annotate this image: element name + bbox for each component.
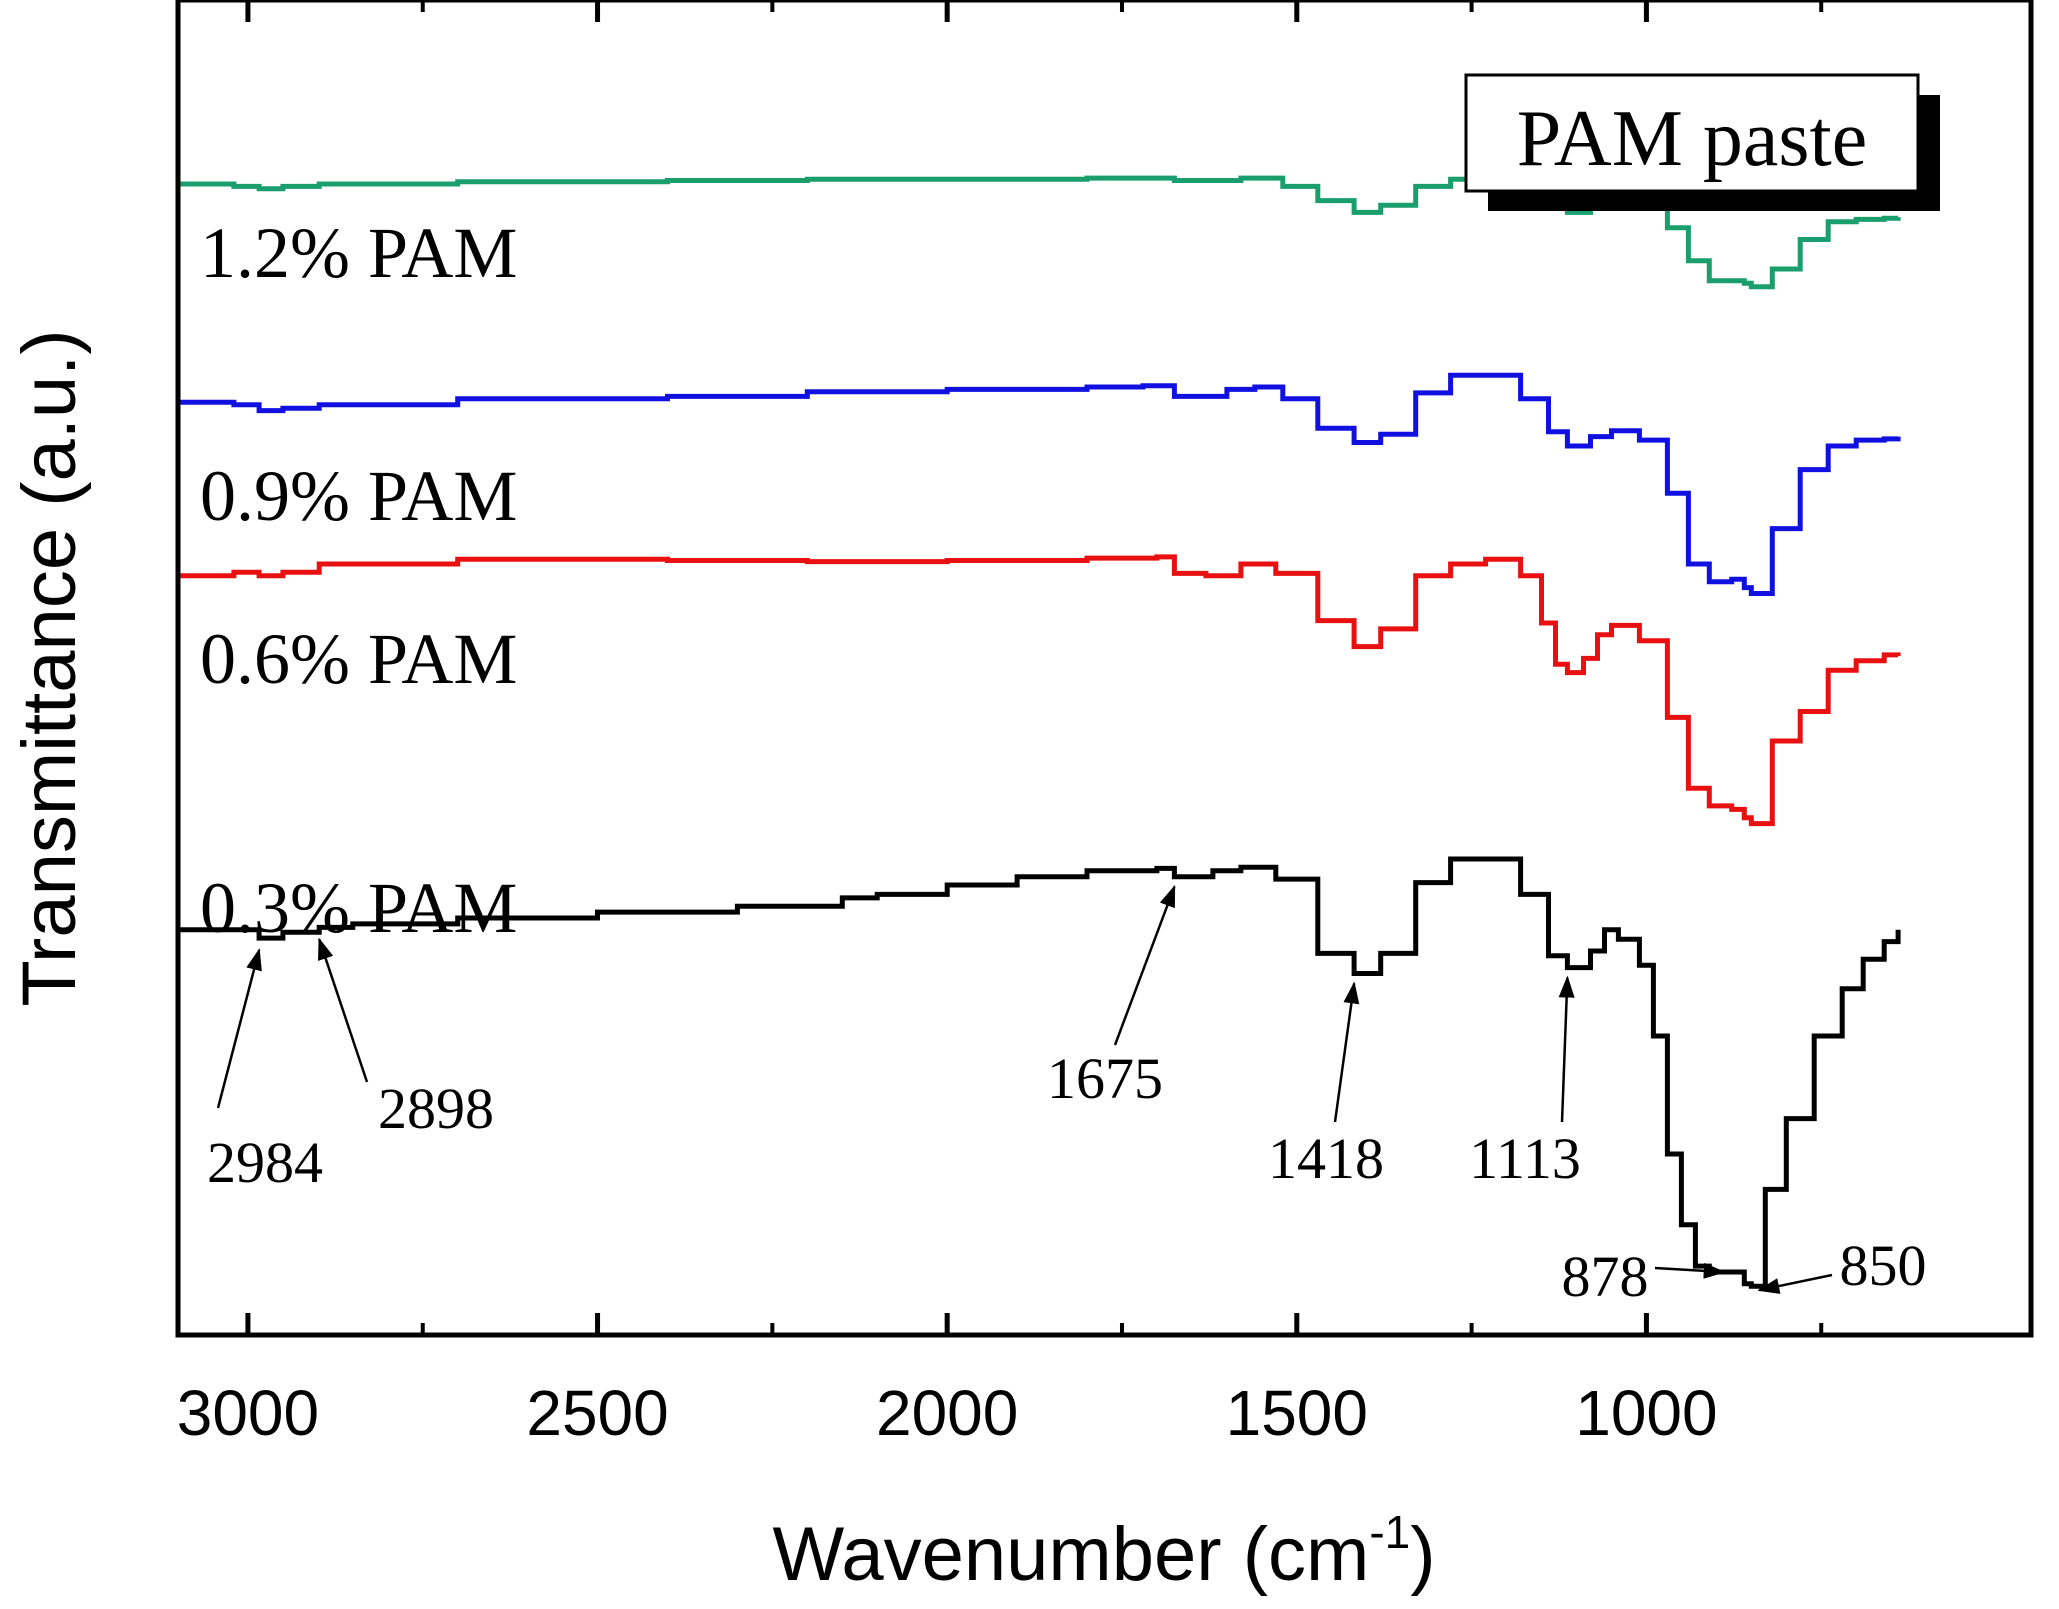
peak-arrow-878 bbox=[1654, 1262, 1726, 1279]
legend-box: PAM paste bbox=[1464, 73, 1940, 211]
peak-arrow-2898 bbox=[318, 937, 369, 1083]
peak-arrow-850 bbox=[1757, 1273, 1833, 1294]
peak-arrow-2984 bbox=[216, 948, 262, 1109]
peak-label-878: 878 bbox=[1562, 1244, 1649, 1309]
x-axis-title-close: ) bbox=[1410, 1512, 1435, 1597]
peak-label-2898: 2898 bbox=[378, 1076, 494, 1141]
series-label-0-9-pam: 0.9% PAM bbox=[200, 456, 517, 536]
peak-label-2984: 2984 bbox=[207, 1130, 323, 1195]
peak-label-850: 850 bbox=[1840, 1233, 1927, 1298]
peak-arrow-1418 bbox=[1333, 981, 1360, 1123]
series-line-0-9-pam bbox=[178, 372, 1901, 596]
peak-arrow-1675 bbox=[1113, 884, 1176, 1046]
series-line-0-6-pam bbox=[178, 554, 1901, 827]
x-axis-title-sup: -1 bbox=[1369, 1506, 1410, 1558]
x-axis-title-main: Wavenumber (cm bbox=[772, 1512, 1369, 1597]
x-tick-label: 3000 bbox=[177, 1377, 319, 1449]
x-tick-label: 1000 bbox=[1575, 1377, 1717, 1449]
peak-label-1418: 1418 bbox=[1268, 1126, 1384, 1191]
peak-label-1113: 1113 bbox=[1469, 1126, 1581, 1191]
legend-text: PAM paste bbox=[1517, 95, 1867, 183]
series-label-0-6-pam: 0.6% PAM bbox=[200, 619, 517, 699]
annotation-layer: 2984 2898 1675 1418 1113 878 850 bbox=[207, 884, 1927, 1309]
x-tick-label: 2000 bbox=[876, 1377, 1018, 1449]
series-line-0-3-pam bbox=[178, 856, 1901, 1289]
legend-frame bbox=[1464, 73, 1920, 193]
x-tick-label: 1500 bbox=[1226, 1377, 1368, 1449]
ticks-layer bbox=[245, 0, 1824, 1335]
series-labels: 1.2% PAM 0.9% PAM 0.6% PAM 0.3% PAM bbox=[200, 213, 517, 948]
x-tick-label: 2500 bbox=[526, 1377, 668, 1449]
plot-frame bbox=[175, 0, 2034, 1338]
peak-arrow-1113 bbox=[1558, 975, 1575, 1123]
x-axis-title: Wavenumber (cm-1) bbox=[772, 1506, 1435, 1597]
series-label-1-2-pam: 1.2% PAM bbox=[200, 213, 517, 293]
y-axis-title: Transmittance (a.u.) bbox=[7, 329, 92, 1006]
series-label-0-3-pam: 0.3% PAM bbox=[200, 868, 517, 948]
peak-label-1675: 1675 bbox=[1047, 1046, 1163, 1111]
x-axis-labels: 3000 2500 2000 1500 1000 bbox=[177, 1377, 1718, 1449]
